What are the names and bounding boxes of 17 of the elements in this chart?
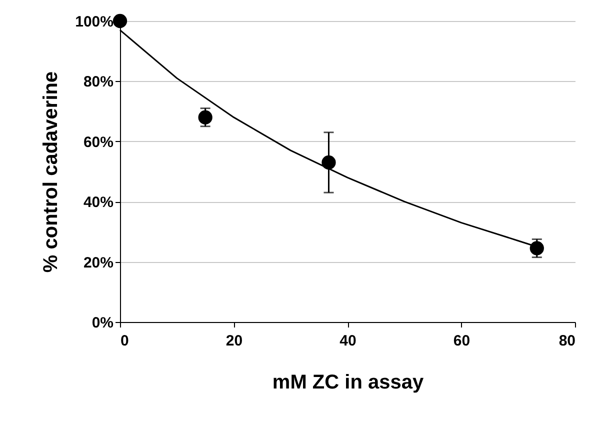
x-tick-label: 60 (453, 332, 470, 350)
x-axis-title: mM ZC in assay (272, 372, 424, 394)
x-tick-label: 40 (340, 332, 356, 350)
point (112, 14, 128, 28)
y-tick-label: 60% (83, 134, 114, 151)
point (198, 110, 212, 124)
point (530, 241, 544, 256)
y-axis-title: % control cadaverine (40, 71, 62, 273)
point (322, 155, 336, 170)
y-tick-label: 0% (92, 314, 114, 332)
y-tick-label: 40% (83, 194, 114, 212)
x-tick-label: 0 (120, 332, 129, 350)
y-tick-label: 20% (83, 254, 114, 272)
x-tick-label: 20 (226, 332, 243, 350)
y-tick-label: 80% (83, 74, 114, 91)
x-tick-label: 80 (558, 332, 576, 350)
y-tick-label: 100% (75, 14, 114, 30)
